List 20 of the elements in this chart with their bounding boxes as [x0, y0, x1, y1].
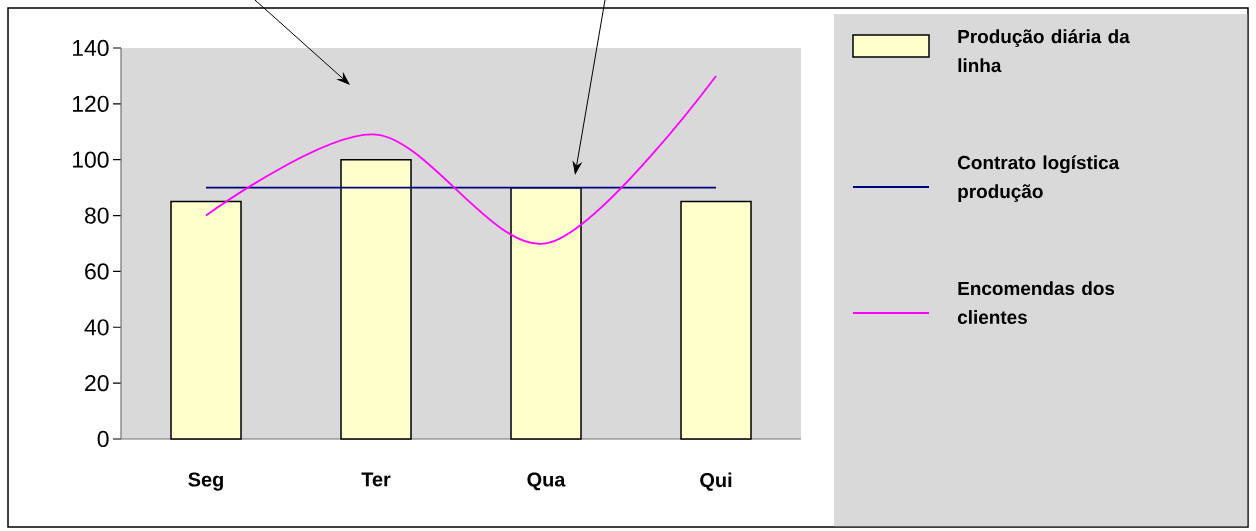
x-tick-label: Ter — [361, 472, 391, 487]
y-tick-label: 120 — [73, 95, 109, 112]
x-tick-label: Qua — [527, 472, 566, 491]
legend-label: Produção diária da linha — [958, 29, 1130, 73]
bar — [680, 200, 752, 440]
bar — [340, 158, 412, 440]
x-tick-label: Seg — [188, 472, 223, 491]
y-tick-label: 0 — [97, 430, 109, 448]
bar — [510, 186, 582, 440]
legend-label: Contrato logística produção — [957, 155, 1120, 202]
legend-label: Encomendas dos clientes — [957, 281, 1115, 324]
y-tick-label: 80 — [85, 207, 109, 224]
line-series — [205, 75, 717, 245]
y-tick-label: 40 — [84, 319, 109, 336]
y-tick-label: 140 — [73, 39, 109, 57]
y-tick-label: 20 — [85, 375, 109, 392]
y-tick-label: 60 — [85, 263, 109, 280]
x-tick-label: Qui — [700, 472, 732, 491]
y-tick-label: 100 — [73, 151, 109, 168]
bar — [170, 200, 242, 440]
